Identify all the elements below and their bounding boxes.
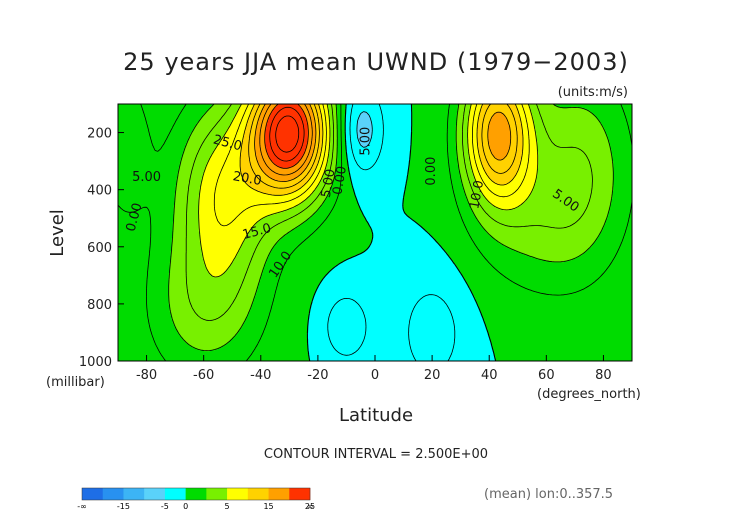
colorbar-label: 15 (263, 502, 273, 511)
contour-label: 25.0 (211, 132, 243, 154)
contour-labels: 25.020.015.010.05.000.005.000.005.000.00… (124, 127, 582, 281)
colorbar-swatch (247, 488, 269, 500)
contour-line (185, 103, 593, 321)
x-axis-label: Latitude (339, 405, 413, 426)
colorbar-swatch (144, 488, 166, 500)
x-axis: -80 -60 -40 -20 0 20 40 60 80 (136, 355, 612, 383)
colorbar-swatch (227, 488, 249, 500)
contour-label: 15.0 (241, 221, 273, 243)
heatmap-field (118, 104, 632, 361)
colorbar-frame (81, 487, 311, 501)
x-tick-label: -20 (307, 368, 328, 383)
y-tick-label: 400 (87, 184, 112, 199)
contour-line (259, 103, 313, 176)
contour-label: 0.00 (124, 201, 146, 233)
contour-line (213, 103, 530, 227)
contour-label: 10.0 (467, 179, 487, 210)
x-tick-label: 80 (595, 368, 612, 383)
y-axis-label: Level (47, 209, 68, 257)
contour-line (269, 106, 305, 162)
contour-line (198, 103, 539, 278)
y-tick-label: 200 (87, 127, 112, 142)
chart-title: 25 years JJA mean UWND (1979−2003) (123, 48, 629, 76)
colorbar-swatch (102, 488, 124, 500)
x-tick-label: 40 (481, 368, 498, 383)
colorbar-swatch (82, 488, 104, 500)
contour-line (356, 111, 373, 148)
contour-label: 0.00 (424, 157, 439, 186)
x-unit-label: (degrees_north) (537, 387, 641, 402)
colorbar-label: -5 (161, 502, 169, 511)
colorbar-label: ∞ (307, 502, 314, 511)
contour-label: 5.00 (132, 170, 161, 185)
colorbar-label: 5 (225, 502, 230, 511)
contour-line (327, 103, 456, 362)
colorbar-swatch (268, 488, 290, 500)
contour-line (248, 103, 518, 189)
contour-lines (117, 103, 633, 362)
y-tick-label: 800 (87, 298, 112, 313)
contour-interval-text: CONTOUR INTERVAL = 2.500E+00 (264, 447, 488, 462)
colorbar: -∞ -15 -5 0 5 15 25∞ (77, 487, 315, 511)
contour-label: 5.00 (358, 127, 373, 156)
contour-line (306, 103, 497, 362)
colorbar-swatch (206, 488, 228, 500)
x-tick-label: 60 (538, 368, 555, 383)
colorbar-label: 0 (183, 502, 188, 511)
colorbar-label: -15 (117, 502, 130, 511)
x-tick-label: -40 (250, 368, 271, 383)
colorbar-swatch (185, 488, 207, 500)
contour-line (275, 115, 300, 153)
contour-line (254, 103, 512, 182)
colorbar-swatch (164, 488, 186, 500)
footer-text: (mean) lon:0..357.5 (484, 487, 613, 502)
x-tick-label: -60 (193, 368, 214, 383)
x-tick-label: 0 (371, 368, 379, 383)
y-unit-label: (millibar) (46, 375, 105, 390)
colorbar-label: 25 (305, 502, 315, 511)
x-tick-label: 20 (424, 368, 441, 383)
colorbar-label: -∞ (77, 502, 87, 511)
colorbar-swatch (123, 488, 145, 500)
contour-line (239, 103, 524, 196)
plot-area: 25.020.015.010.05.000.005.000.005.000.00… (117, 103, 633, 362)
contour-label: 0.00 (330, 165, 350, 196)
y-axis: 200 400 600 800 1000 (79, 127, 124, 370)
contour-line (264, 103, 309, 169)
contour-label: 20.0 (232, 169, 263, 189)
colorbar-swatch (289, 488, 311, 500)
contour-line (168, 103, 614, 351)
units-label: (units:m/s) (558, 85, 628, 100)
y-tick-label: 600 (87, 241, 112, 256)
y-tick-label: 1000 (79, 355, 112, 370)
contour-label: 5.00 (319, 168, 339, 199)
x-tick-label: -80 (136, 368, 157, 383)
